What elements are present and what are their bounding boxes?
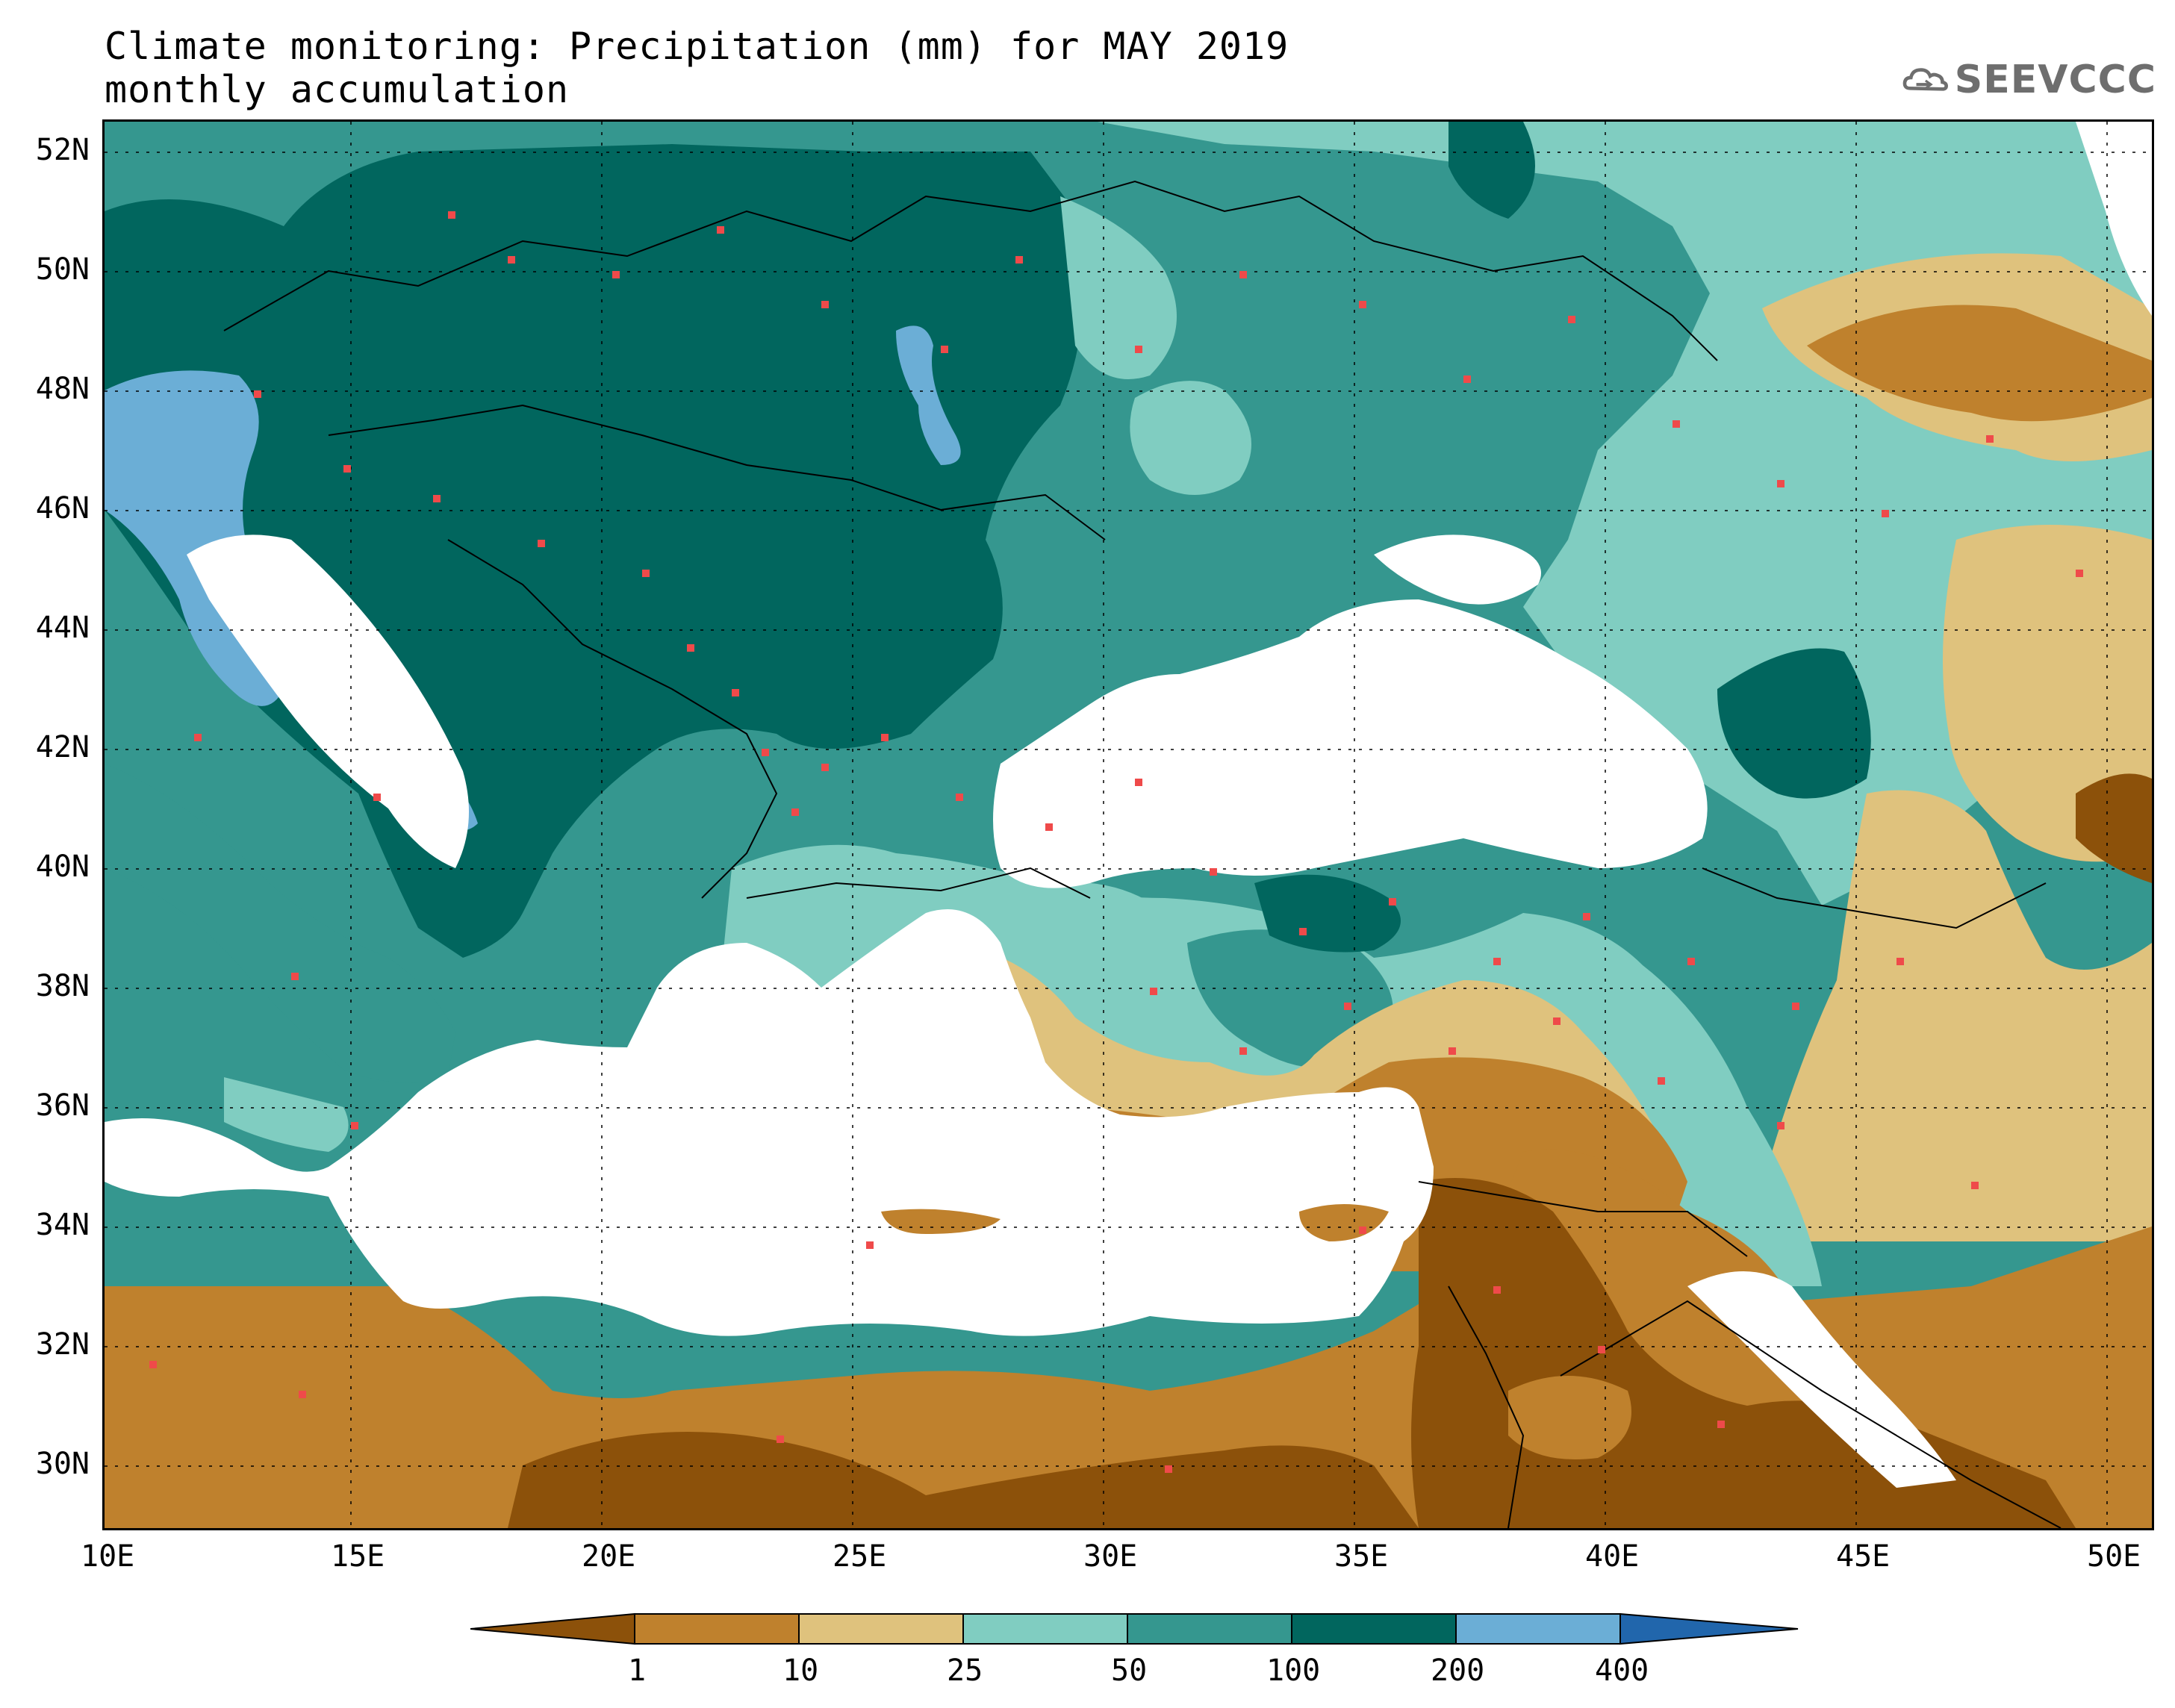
field-0-1-caspian [2076,773,2152,883]
map-canvas [105,122,2152,1528]
field-1-10-caspian-north [1807,305,2152,422]
colorbar [470,1612,1799,1645]
station-markers [149,211,2083,1473]
lat-label-40n: 40N [35,850,90,884]
colorbar-bin-below-1 [470,1612,635,1645]
mediterranean-sea [105,909,1434,1336]
colorbar-label-100: 100 [1266,1654,1321,1688]
colorbar-bin-10-25 [798,1613,964,1645]
field-10-25-iran-west [1747,790,2152,1241]
field-25-50-moldova [1130,381,1251,495]
field-10-25-caucasus-east [1943,525,2152,862]
lon-label-10e: 10E [81,1539,135,1574]
lat-label-46n: 46N [35,491,90,526]
field-100-200-caucasus [1717,648,1871,799]
country-borders [223,180,2062,1528]
lon-label-20e: 20E [582,1539,636,1574]
syria-desert-nodata [1687,1271,1956,1488]
field-100-200-black-sea-coast [1254,874,1401,953]
lon-label-25e: 25E [833,1539,887,1574]
cloud-icon [1902,68,1948,91]
lon-label-50e: 50E [2087,1539,2141,1574]
lat-label-52n: 52N [35,133,90,167]
lon-label-15e: 15E [331,1539,385,1574]
colorbar-bin-50-100 [1127,1613,1292,1645]
colorbar-label-200: 200 [1431,1654,1485,1688]
lon-label-30e: 30E [1083,1539,1138,1574]
adriatic-sea [187,534,469,868]
colorbar-bin-200-400 [1455,1613,1621,1645]
lon-label-40e: 40E [1585,1539,1640,1574]
aegean-sea [836,1012,986,1182]
black-sea [993,599,1708,888]
lon-label-45e: 45E [1836,1539,1891,1574]
field-100-200-belarus [1449,122,1535,219]
logo-text: SEEVCCC [1954,57,2156,102]
lat-label-30n: 30N [35,1447,90,1481]
field-0-1-libya-egypt [508,1432,1419,1528]
colorbar-label-10: 10 [782,1654,819,1688]
colorbar-label-1: 1 [628,1654,647,1688]
field-200-400-carpathians [896,325,961,465]
lat-label-44n: 44N [35,611,90,645]
colorbar-bin-1-10 [634,1613,800,1645]
map-gridlines [105,122,2152,1528]
seevccc-logo: SEEVCCC [1902,46,2156,113]
colorbar-label-400: 400 [1595,1654,1649,1688]
field-25-50-ukraine-west [1060,196,1177,379]
colorbar-bin-25-50 [962,1613,1128,1645]
field-25-50-sicily [224,1077,349,1152]
lon-label-35e: 35E [1334,1539,1389,1574]
map-title: Climate monitoring: Precipitation (mm) f… [105,25,1289,68]
lat-label-36n: 36N [35,1088,90,1123]
field-1-10-jordan [1508,1376,1631,1459]
caspian-north-edge [2076,122,2152,316]
colorbar-bin-100-200 [1291,1613,1457,1645]
lat-label-48n: 48N [35,372,90,406]
colorbar-label-25: 25 [947,1654,983,1688]
field-50-100-italy [105,764,455,1083]
lat-label-32n: 32N [35,1327,90,1362]
colorbar-bin-above-400 [1619,1612,1799,1645]
lat-label-34n: 34N [35,1208,90,1242]
lat-label-50n: 50N [35,252,90,287]
sea-of-azov [1374,534,1541,605]
lat-label-42n: 42N [35,730,90,764]
map-subtitle: monthly accumulation [105,68,570,111]
lat-label-38n: 38N [35,969,90,1003]
precipitation-map [102,119,2154,1530]
colorbar-label-50: 50 [1111,1654,1148,1688]
